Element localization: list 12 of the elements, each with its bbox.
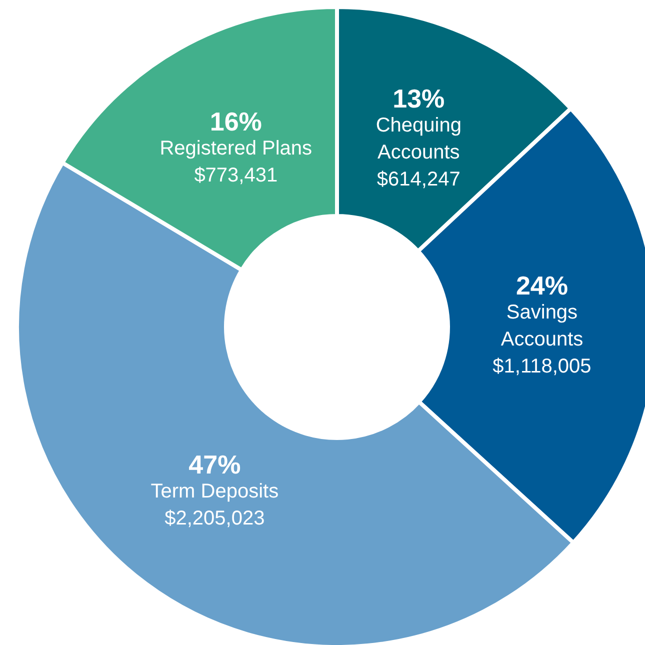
- slice-label: Savings Accounts: [500, 301, 584, 350]
- slice-label: Registered Plans: [160, 138, 312, 160]
- text: 24%: [516, 270, 568, 300]
- slice-label: Term Deposits: [150, 480, 279, 502]
- data-label: $2,205,023: [164, 508, 265, 530]
- data-label: $614,247: [376, 168, 460, 190]
- data-label: $1,118,005: [492, 355, 592, 378]
- text: 13%: [392, 83, 445, 114]
- slice-label: Chequing Accounts: [376, 114, 462, 164]
- text: 47%: [188, 450, 241, 480]
- text: 16%: [210, 106, 262, 137]
- data-label: $773,431: [194, 164, 278, 187]
